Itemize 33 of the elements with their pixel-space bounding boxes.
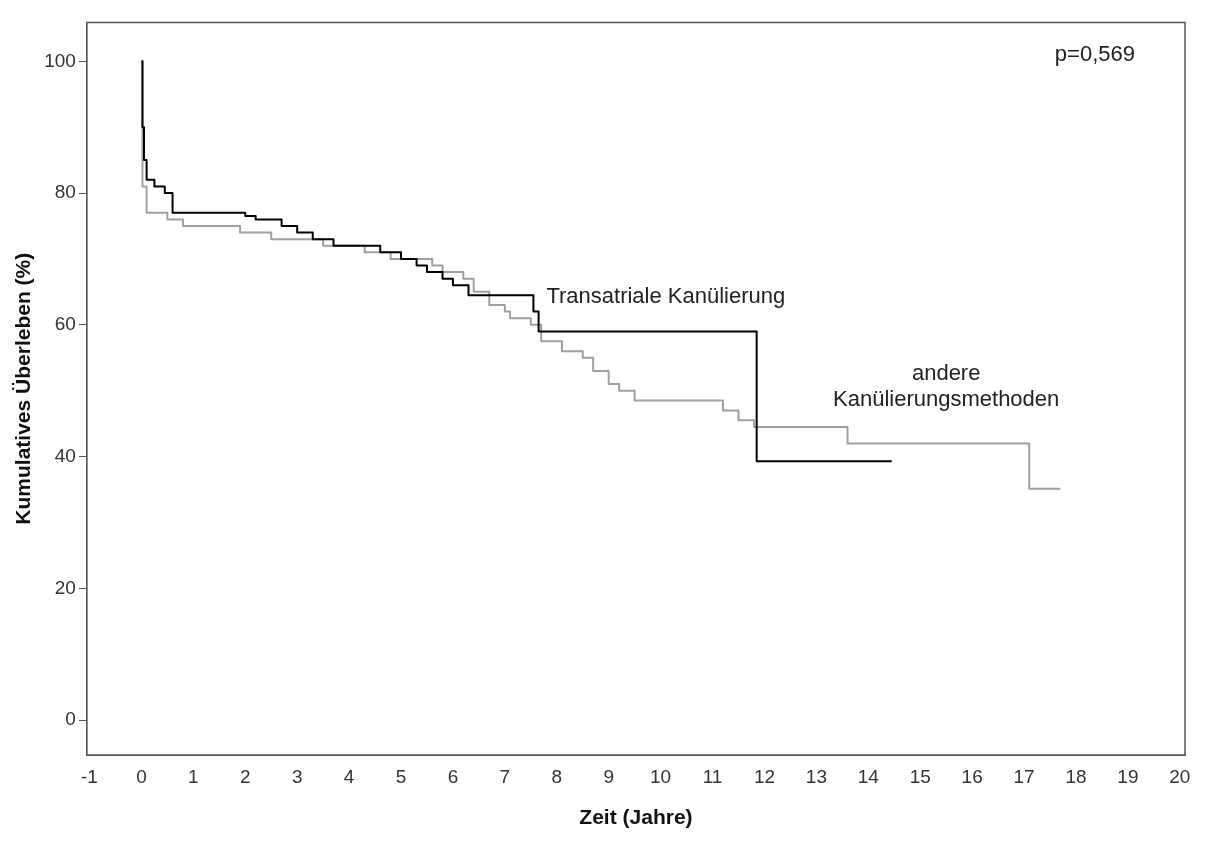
x-tick-label: 10: [650, 765, 672, 787]
x-tick-label: 8: [551, 765, 563, 787]
x-tick-label: 18: [1065, 765, 1087, 787]
x-tick-label: 0: [136, 765, 147, 787]
y-tick-label: 20: [54, 576, 76, 598]
y-tick-label: 60: [54, 313, 76, 335]
x-tick-label: 16: [961, 765, 983, 787]
annotation: p=0,569: [1054, 41, 1135, 67]
x-tick-label: 7: [499, 765, 511, 787]
x-tick-label: 20: [1169, 765, 1191, 787]
y-tick-label: 0: [65, 708, 76, 730]
x-tick-label: 3: [291, 765, 303, 787]
x-tick-label: 1: [188, 765, 199, 787]
series-label: andere Kanülierungsmethoden: [833, 359, 1060, 411]
x-tick-label: 5: [395, 765, 407, 787]
x-tick-label: 6: [447, 765, 459, 787]
y-axis-title: Kumulatives Überleben (%): [11, 252, 35, 525]
y-tick-label: 80: [54, 181, 76, 203]
x-tick-label: 4: [343, 765, 355, 787]
x-tick-label: 19: [1117, 765, 1139, 787]
series-label: Transatriale Kanülierung: [546, 283, 786, 309]
x-tick-label: 17: [1013, 765, 1035, 787]
x-tick-label: 13: [805, 765, 827, 787]
x-tick-label: 2: [239, 765, 251, 787]
x-tick-label: 11: [702, 765, 723, 787]
y-tick-label: 100: [44, 49, 76, 71]
x-tick-label: 12: [753, 765, 776, 787]
x-tick-label: 14: [857, 765, 880, 787]
x-axis-title: Zeit (Jahre): [579, 805, 693, 829]
x-tick-label: 15: [909, 765, 931, 787]
y-tick-label: 40: [54, 444, 76, 466]
x-tick-label: -1: [81, 765, 98, 787]
x-tick-label: 9: [603, 765, 614, 787]
